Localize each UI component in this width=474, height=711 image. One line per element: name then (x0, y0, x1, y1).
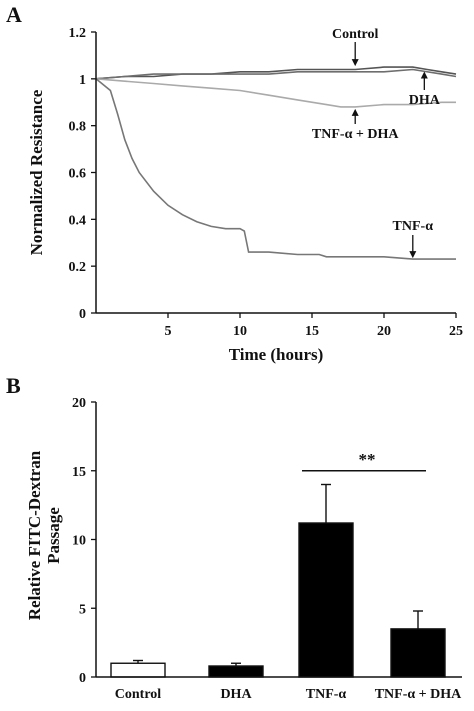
panel-a-y-tick-label: 1 (79, 73, 86, 88)
panel-b-error-bars (133, 483, 423, 666)
panel-b-bars (110, 522, 446, 678)
series-line-tnf-dha (95, 78, 456, 108)
bar-control (110, 662, 166, 678)
panel-a-x-tick-label: 20 (377, 324, 391, 339)
annotation-dha-arrow-head (420, 71, 428, 79)
bar-dha (208, 665, 264, 678)
panel-b-y-tick-label: 0 (79, 671, 86, 686)
panel-a-y-tick-label: 0.2 (69, 260, 87, 275)
annotation-tnf-dha-arrow-head (351, 108, 359, 116)
panel-a-x-tick-label: 15 (305, 324, 319, 339)
panel-a-y-tick-label: 1.2 (69, 26, 87, 41)
panel-a-x-tick-label: 25 (449, 324, 463, 339)
bar-tnf-dha (390, 628, 446, 678)
panel-b-y-tick-label: 5 (79, 602, 86, 617)
panel-b-y-tick-label: 10 (72, 534, 86, 549)
annotation-tnf: TNF-α (393, 219, 434, 234)
panel-a-letter: A (6, 2, 22, 27)
panel-b-ticks: 0 5 10 15 20 Control DHA TNF-α TNF-α + DHA (72, 396, 462, 702)
panel-a-ticks: 0 0.2 0.4 0.6 0.8 1 1.2 5 10 15 20 25 (69, 26, 464, 339)
series-line-control (95, 66, 457, 80)
panel-b-letter: B (6, 373, 21, 398)
panel-b-x-tick-label: TNF-α + DHA (375, 687, 462, 702)
panel-a-y-tick-label: 0.8 (69, 120, 87, 135)
bar-tnf (298, 522, 354, 678)
panel-a-x-axis-label: Time (hours) (229, 345, 324, 364)
panel-a-y-tick-label: 0 (79, 307, 86, 322)
panel-a-y-tick-label: 0.4 (69, 213, 87, 228)
panel-b-significance: ** (302, 450, 426, 472)
panel-b-x-tick-label: TNF-α (306, 687, 347, 702)
annotation-tnf-arrow-head (409, 251, 417, 259)
panel-a-y-axis-label: Normalized Resistance (27, 89, 46, 255)
panel-b-y-axis-label-line: Relative FITC-Dextran (25, 450, 44, 620)
panel-b-x-tick-label: DHA (220, 687, 252, 702)
panel-a-annotations: Control DHA TNF-α + DHA TNF-α (312, 27, 441, 259)
panel-b-y-tick-label: 20 (72, 396, 86, 411)
panel-a-y-tick-label: 0.6 (69, 167, 87, 182)
panel-a-series (95, 66, 457, 260)
panel-b-y-axis-label-line: Passage (44, 507, 63, 564)
annotation-control-arrow-head (351, 59, 359, 67)
annotation-dha: DHA (409, 93, 441, 108)
series-line-dha (95, 68, 457, 80)
panel-b-y-tick-label: 15 (72, 465, 86, 480)
significance-label: ** (359, 450, 376, 469)
series-line-tnf (95, 78, 456, 260)
annotation-tnf-dha: TNF-α + DHA (312, 127, 399, 142)
annotation-control: Control (332, 27, 379, 42)
panel-b-x-tick-label: Control (115, 687, 162, 702)
panel-b-y-axis-label: Relative FITC-DextranPassage (25, 450, 63, 620)
panel-a-x-tick-label: 10 (233, 324, 247, 339)
panel-a-x-tick-label: 5 (165, 324, 172, 339)
